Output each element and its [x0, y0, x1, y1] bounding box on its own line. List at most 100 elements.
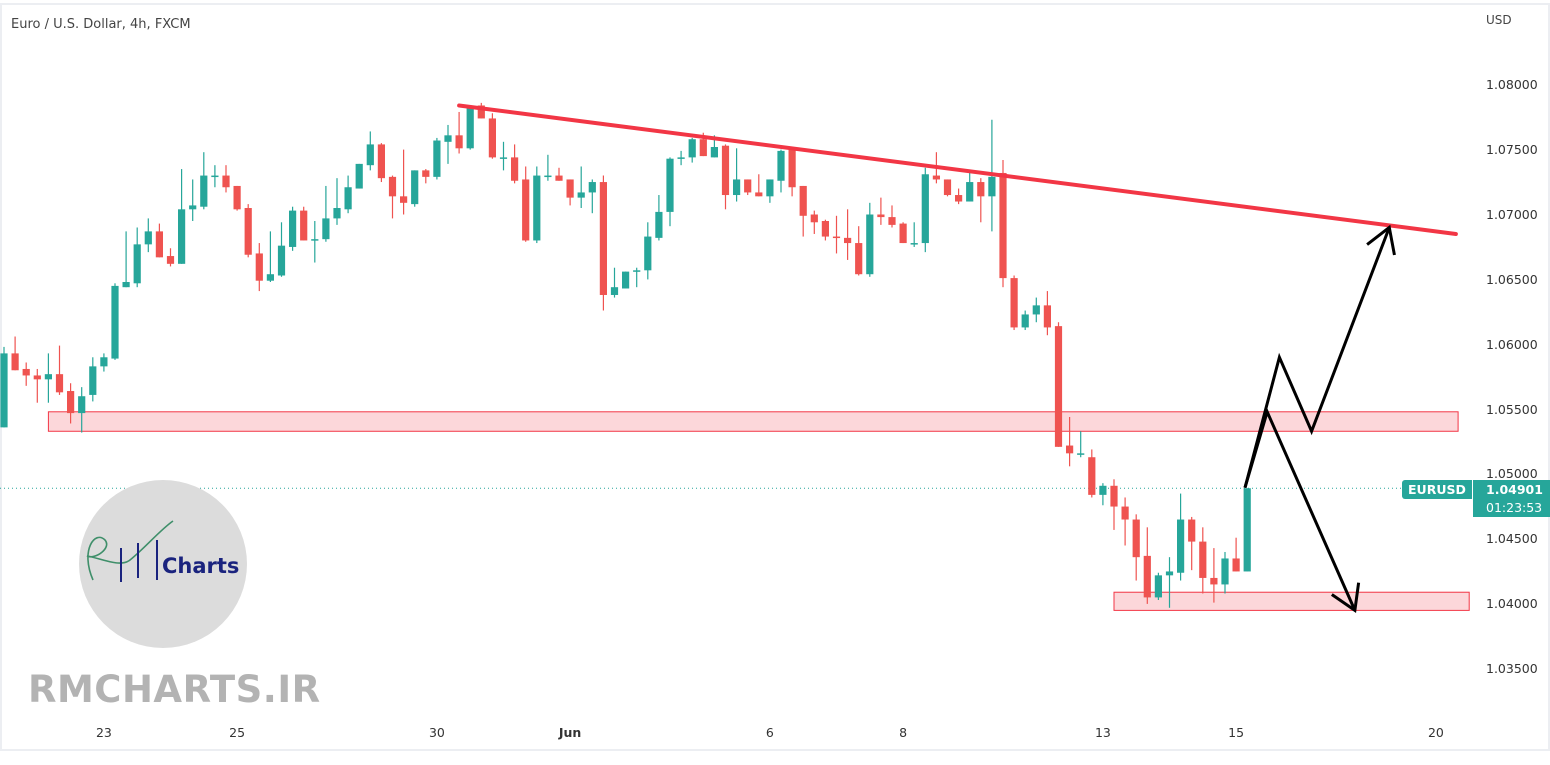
candle-body	[311, 239, 319, 241]
candle-down	[1210, 548, 1218, 603]
candle-up	[666, 157, 674, 227]
candle-body	[289, 210, 297, 247]
candle-down	[377, 143, 385, 183]
candle-body	[266, 274, 274, 281]
candle-down	[832, 215, 841, 254]
candle-body	[1199, 541, 1207, 578]
candle-body	[622, 271, 630, 289]
candle-up	[433, 137, 441, 180]
price-tick-label: 1.07500	[1486, 141, 1538, 157]
candle-up	[633, 267, 641, 288]
countdown-tag: 01:23:53	[1473, 499, 1550, 517]
candle-down	[744, 179, 752, 196]
candle-body	[1132, 519, 1140, 558]
candle-up	[311, 220, 319, 263]
candle-down	[877, 197, 885, 225]
candle-body	[133, 244, 141, 284]
candle-up	[333, 178, 341, 225]
candle-down	[166, 248, 175, 267]
candle-body	[511, 157, 519, 181]
candle-down	[1010, 275, 1018, 331]
candle-body	[966, 182, 974, 202]
logo-text: Charts	[162, 554, 239, 578]
price-tick-label: 1.08000	[1486, 77, 1538, 92]
candle-up	[78, 387, 86, 433]
candle-body	[244, 208, 252, 255]
candle-body	[0, 353, 8, 428]
candle-body	[777, 150, 785, 181]
candle-up	[444, 124, 452, 164]
candle-body	[1054, 326, 1063, 447]
candle-down	[599, 175, 607, 311]
candle-body	[11, 353, 19, 371]
candle-body	[122, 281, 130, 288]
candle-body	[44, 374, 52, 380]
candle-up	[766, 179, 774, 203]
candle-body	[22, 368, 30, 376]
candle-body	[488, 118, 496, 158]
candle-up	[122, 231, 130, 288]
time-tick-label: 25	[229, 725, 246, 740]
candle-down	[1121, 497, 1129, 546]
candle-body	[866, 214, 874, 275]
candle-up	[588, 179, 596, 214]
candle-body	[766, 179, 774, 197]
candle-body	[699, 139, 707, 157]
candle-down	[977, 178, 985, 223]
candle-up	[178, 169, 186, 264]
drawings-layer	[457, 103, 1458, 614]
candle-up	[533, 166, 541, 244]
candle-body	[211, 175, 219, 178]
candle-body	[1210, 577, 1218, 585]
candle-down	[488, 113, 496, 159]
time-tick-label: Jun	[558, 725, 582, 740]
price-tick-label: 1.04500	[1486, 531, 1538, 547]
zones-layer	[47, 411, 1470, 611]
candle-body	[1243, 488, 1251, 572]
candle-down	[555, 167, 563, 181]
candle-body	[533, 175, 541, 241]
candle-down	[1143, 527, 1151, 604]
candle-up	[733, 148, 741, 202]
candle-body	[377, 144, 385, 179]
candle-up	[921, 167, 929, 253]
candle-body	[1088, 457, 1096, 495]
watermark-site: RMCHARTS.IR	[28, 668, 321, 711]
candle-body	[89, 366, 97, 395]
candle-body	[1010, 278, 1018, 328]
candle-body	[832, 236, 841, 239]
currency-label: USD	[1486, 13, 1512, 27]
candle-up	[910, 222, 918, 247]
time-tick-label: 20	[1427, 725, 1444, 740]
candle-down	[1043, 291, 1051, 336]
candle-down	[477, 102, 485, 119]
time-tick-label: 15	[1228, 725, 1245, 740]
candle-down	[388, 175, 397, 219]
candle-down	[888, 205, 896, 228]
candle-body	[222, 175, 230, 188]
candle-body	[544, 175, 552, 178]
time-tick-label: 6	[765, 725, 774, 740]
candle-body	[644, 236, 652, 271]
candle-body	[355, 163, 363, 189]
candle-body	[67, 391, 75, 414]
symbol-tag: EURUSD	[1402, 480, 1472, 499]
candle-up	[211, 165, 219, 188]
candle-down	[855, 226, 863, 276]
price-tick-label: 1.06000	[1486, 336, 1538, 352]
candle-up	[1165, 557, 1174, 608]
candle-up	[144, 218, 152, 253]
candle-down	[522, 166, 530, 242]
candle-body	[788, 149, 796, 188]
candle-body	[255, 253, 263, 281]
candle-body	[844, 237, 852, 244]
candle-up	[544, 154, 552, 181]
candle-up	[322, 185, 330, 242]
candle-body	[1110, 485, 1118, 507]
candle-body	[144, 231, 152, 245]
time-tick-label: 23	[95, 725, 112, 740]
candle-body	[78, 396, 86, 414]
candle-up	[100, 353, 108, 372]
candle-body	[522, 179, 530, 241]
